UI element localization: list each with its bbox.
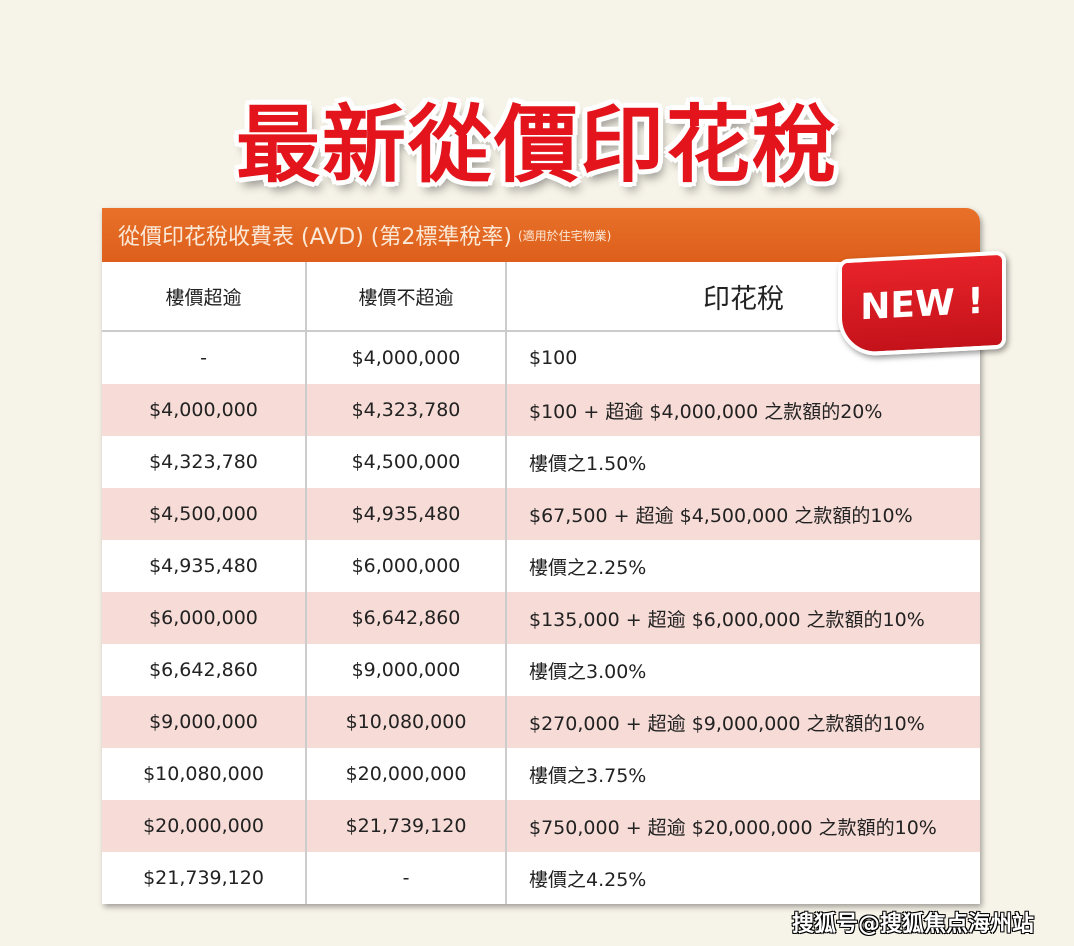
stamp-duty-table: 樓價超逾 樓價不超逾 印花稅 - $4,000,000 $100 $4,000,000… bbox=[102, 262, 980, 904]
table-row: $21,739,120- 樓價之4.25% bbox=[102, 852, 980, 904]
cell-stamp-duty: $67,500 + 超逾 $4,500,000 之款額的10% bbox=[506, 488, 980, 540]
cell-price-above: $10,080,000 bbox=[102, 748, 307, 800]
table-row: $4,935,480 $6,000,000 樓價之2.25% bbox=[102, 540, 980, 592]
cell-price-not-above: $4,500,000 bbox=[306, 436, 507, 488]
cell-price-above: $6,642,860 bbox=[102, 644, 307, 696]
cell-price-not-above: $4,323,780 bbox=[306, 384, 507, 436]
cell-price-not-above: $21,739,120 bbox=[306, 800, 507, 852]
cell-stamp-duty: 樓價之3.75% bbox=[529, 764, 647, 787]
cell-price-above: $4,500,000 bbox=[102, 488, 307, 540]
table-row: $6,642,860 $9,000,000 樓價之3.00% bbox=[102, 644, 980, 696]
table-row: $9,000,000 $10,080,000 $270,000 + 超逾 $9,00… bbox=[102, 696, 980, 748]
table-row: $4,323,780 $4,500,000 樓價之1.50% bbox=[102, 436, 980, 488]
caption-text: 從價印花稅收費表 (AVD) (第2標準稅率) bbox=[118, 225, 512, 250]
cell-price-above: $20,000,000 bbox=[102, 800, 307, 852]
cell-stamp-duty: $750,000 + 超逾 $20,000,000 之款額的10% bbox=[506, 800, 980, 852]
cell-stamp-duty: 樓價之1.50% bbox=[529, 452, 647, 475]
cell-price-above: $4,000,000 bbox=[102, 384, 307, 436]
table-row: $20,000,000 $21,739,120 $750,000 + 超逾 $20,… bbox=[102, 800, 980, 852]
cell-stamp-duty: $100 + 超逾 $4,000,000 之款額的20% bbox=[506, 384, 980, 436]
cell-price-not-above: $4,935,480 bbox=[306, 488, 507, 540]
cell-price-not-above: $10,080,000 bbox=[306, 696, 507, 748]
new-badge: NEW ! bbox=[838, 250, 1006, 358]
table-row: $4,500,000 $4,935,480 $67,500 + 超逾 $4,500,… bbox=[102, 488, 980, 540]
page-title: 最新從價印花稅 bbox=[235, 96, 838, 194]
cell-price-not-above: $4,000,000 bbox=[306, 331, 507, 384]
cell-price-above: $4,935,480 bbox=[102, 540, 307, 592]
header-price-not-above: 樓價不超逾 bbox=[306, 262, 507, 332]
watermark: 搜狐号@搜狐焦点海州站 bbox=[791, 912, 1034, 937]
table-row: - $4,000,000 $100 bbox=[102, 331, 980, 384]
table-row: $10,080,000 $20,000,000 樓價之3.75% bbox=[102, 748, 980, 800]
cell-price-not-above: $9,000,000 bbox=[306, 644, 507, 696]
cell-stamp-duty: 樓價之4.25% bbox=[529, 868, 647, 891]
cell-price-not-above: $20,000,000 bbox=[306, 748, 507, 800]
table-row: $4,000,000 $4,323,780 $100 + 超逾 $4,000,000… bbox=[102, 384, 980, 436]
cell-price-not-above: $6,000,000 bbox=[306, 540, 507, 592]
cell-price-above: $9,000,000 bbox=[102, 696, 307, 748]
cell-price-not-above: - bbox=[306, 852, 507, 904]
cell-stamp-duty: $100 bbox=[529, 347, 578, 369]
table-caption: 從價印花稅收費表 (AVD) (第2標準稅率) (適用於住宅物業) bbox=[102, 208, 980, 262]
cell-stamp-duty: 樓價之2.25% bbox=[529, 556, 647, 579]
cell-price-not-above: $6,642,860 bbox=[306, 592, 507, 644]
stamp-duty-table-card: 從價印花稅收費表 (AVD) (第2標準稅率) (適用於住宅物業) 樓價超逾 樓… bbox=[102, 208, 980, 904]
header-price-above: 樓價超逾 bbox=[102, 262, 307, 332]
cell-price-above: - bbox=[102, 331, 307, 384]
caption-note: (適用於住宅物業) bbox=[517, 228, 612, 243]
cell-stamp-duty: 樓價之3.00% bbox=[529, 660, 647, 683]
cell-price-above: $6,000,000 bbox=[102, 592, 307, 644]
cell-stamp-duty: $270,000 + 超逾 $9,000,000 之款額的10% bbox=[506, 696, 980, 748]
cell-price-above: $4,323,780 bbox=[102, 436, 307, 488]
table-row: $6,000,000 $6,642,860 $135,000 + 超逾 $6,000… bbox=[102, 592, 980, 644]
cell-price-above: $21,739,120 bbox=[102, 852, 307, 904]
cell-stamp-duty: $135,000 + 超逾 $6,000,000 之款額的10% bbox=[506, 592, 980, 644]
